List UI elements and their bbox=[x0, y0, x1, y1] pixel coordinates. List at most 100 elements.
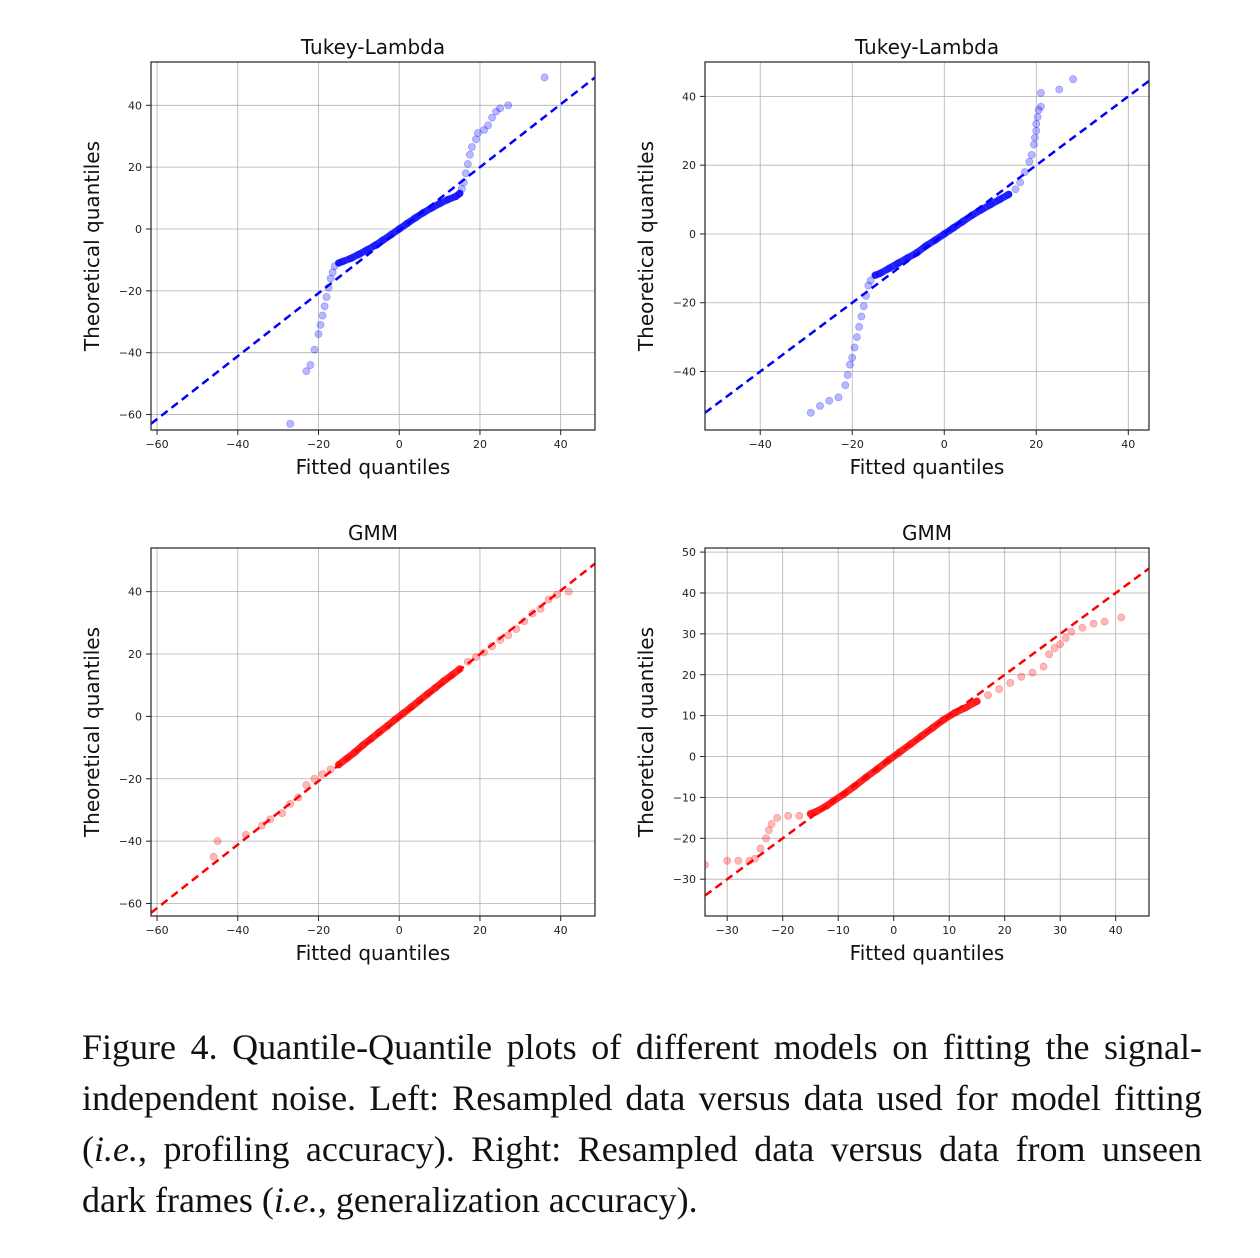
data-point bbox=[1056, 640, 1065, 648]
data-point bbox=[1067, 627, 1076, 636]
x-tick-label: 0 bbox=[890, 924, 897, 937]
x-tick-label: −40 bbox=[749, 438, 772, 451]
data-point bbox=[1025, 157, 1034, 166]
data-point bbox=[1030, 133, 1039, 142]
data-point bbox=[465, 150, 474, 159]
data-point bbox=[1028, 668, 1037, 677]
y-axis-label: Theoretical quantiles bbox=[634, 141, 658, 352]
x-tick-label: −20 bbox=[307, 438, 330, 451]
data-point bbox=[723, 856, 732, 865]
data-point bbox=[857, 312, 866, 321]
data-point bbox=[784, 811, 793, 820]
data-point bbox=[472, 135, 480, 144]
y-tick-label: −40 bbox=[673, 366, 696, 379]
x-tick-label: 40 bbox=[554, 924, 568, 937]
data-point bbox=[306, 361, 315, 369]
data-point bbox=[314, 330, 323, 339]
data-point bbox=[825, 396, 834, 405]
y-tick-label: 50 bbox=[682, 546, 696, 559]
x-axis-label: Fitted quantiles bbox=[296, 941, 451, 965]
data-point bbox=[864, 281, 873, 290]
y-axis-label: Theoretical quantiles bbox=[634, 627, 658, 838]
data-point bbox=[764, 826, 773, 835]
y-tick-label: −60 bbox=[119, 409, 142, 422]
data-point bbox=[859, 302, 868, 311]
data-point bbox=[1011, 185, 1020, 194]
x-tick-label: −20 bbox=[841, 438, 864, 451]
data-points bbox=[286, 73, 549, 428]
x-tick-label: 40 bbox=[1121, 438, 1135, 451]
data-point bbox=[504, 631, 513, 640]
data-point bbox=[1089, 619, 1098, 628]
data-point bbox=[1033, 113, 1042, 121]
reference-line bbox=[705, 567, 1149, 897]
data-point bbox=[806, 408, 815, 417]
x-tick-label: 20 bbox=[473, 438, 487, 451]
data-point bbox=[852, 333, 861, 342]
data-point bbox=[767, 820, 776, 828]
y-tick-label: 10 bbox=[682, 710, 696, 723]
data-point bbox=[1050, 644, 1059, 653]
y-tick-label: 40 bbox=[682, 90, 696, 103]
x-axis-label: Fitted quantiles bbox=[850, 941, 1005, 965]
caption-text-2: , profiling accuracy). Right: Resampled … bbox=[82, 1129, 1202, 1220]
data-point bbox=[850, 343, 859, 352]
reference-line bbox=[151, 562, 595, 914]
figure-caption: Figure 4. Quantile-Quantile plots of dif… bbox=[82, 1022, 1202, 1226]
data-point bbox=[484, 121, 492, 130]
data-point bbox=[326, 274, 335, 283]
data-point bbox=[474, 129, 482, 138]
data-band bbox=[871, 190, 1013, 279]
y-tick-label: 20 bbox=[128, 161, 142, 174]
x-tick-label: 20 bbox=[1029, 438, 1043, 451]
y-tick-label: −40 bbox=[119, 347, 142, 360]
data-point bbox=[540, 73, 549, 82]
y-tick-label: 40 bbox=[128, 586, 142, 599]
y-tick-label: −20 bbox=[673, 832, 696, 845]
chart-title: GMM bbox=[348, 521, 398, 545]
data-point bbox=[318, 311, 327, 320]
data-point bbox=[1045, 650, 1053, 659]
x-axis-label: Fitted quantiles bbox=[850, 455, 1005, 479]
data-point bbox=[1039, 662, 1048, 671]
x-tick-label: −40 bbox=[226, 924, 249, 937]
y-axis-label: Theoretical quantiles bbox=[80, 141, 104, 352]
y-tick-label: −20 bbox=[119, 285, 142, 298]
y-tick-label: −30 bbox=[673, 873, 696, 886]
data-point bbox=[995, 685, 1004, 693]
chart-title: Tukey-Lambda bbox=[300, 35, 445, 59]
y-tick-label: −20 bbox=[673, 297, 696, 310]
plot-frame bbox=[704, 547, 1150, 917]
data-point bbox=[1030, 140, 1038, 149]
y-tick-label: 0 bbox=[135, 710, 142, 723]
y-tick-label: 30 bbox=[682, 628, 696, 641]
x-tick-label: 20 bbox=[473, 924, 487, 937]
y-axis-label: Theoretical quantiles bbox=[80, 627, 104, 838]
x-tick-label: −20 bbox=[307, 924, 330, 937]
y-tick-label: −10 bbox=[673, 791, 696, 804]
data-point bbox=[463, 160, 472, 168]
x-tick-label: 40 bbox=[1109, 924, 1123, 937]
data-point bbox=[322, 293, 331, 301]
data-point bbox=[1036, 89, 1045, 97]
data-point bbox=[320, 302, 329, 311]
data-point bbox=[1006, 679, 1015, 687]
plot-frame bbox=[150, 61, 596, 431]
data-point bbox=[756, 844, 765, 853]
chart-panel-1: −60 −40 −20 0 20 40 −60 −40 −20 0 20 40 Tukey-Lambda… bbox=[80, 35, 596, 479]
data-point bbox=[302, 781, 311, 789]
x-tick-label: −40 bbox=[226, 438, 249, 451]
chart-panel-2: −40 −20 0 20 40 −40 −20 0 20 40 Tukey-Lambda Fitted… bbox=[634, 35, 1150, 479]
data-point bbox=[488, 113, 496, 122]
x-tick-label: 40 bbox=[554, 438, 568, 451]
data-point bbox=[846, 360, 854, 369]
y-tick-label: −60 bbox=[119, 898, 142, 911]
data-point bbox=[762, 834, 770, 843]
plot-frame bbox=[150, 547, 596, 917]
x-tick-label: 0 bbox=[396, 438, 403, 451]
data-points bbox=[705, 613, 1126, 869]
plot-frame bbox=[704, 61, 1150, 431]
caption-text-1: Quantile-Quantile plots of different mod… bbox=[82, 1027, 1202, 1169]
data-point bbox=[209, 852, 218, 861]
